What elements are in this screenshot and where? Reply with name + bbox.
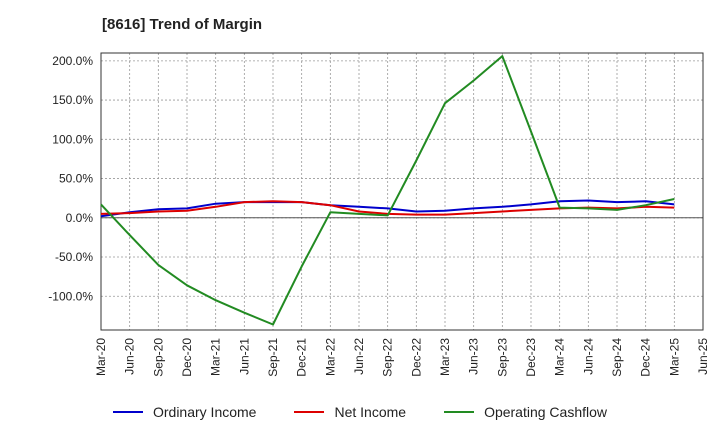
- legend-swatch-operating-cashflow: [444, 411, 475, 413]
- legend-swatch-net-income: [294, 411, 325, 413]
- x-tick-label: Dec-20: [180, 338, 194, 377]
- legend-item-ordinary-income: Ordinary Income: [112, 404, 257, 420]
- legend-label-operating-cashflow: Operating Cashflow: [484, 404, 608, 420]
- y-tick-label: 0.0%: [66, 211, 94, 225]
- y-tick-label: -100.0%: [48, 289, 93, 303]
- x-tick-label: Jun-21: [237, 338, 251, 375]
- x-tick-label: Mar-24: [553, 338, 567, 376]
- x-tick-label: Dec-21: [295, 338, 309, 377]
- x-tick-label: Mar-23: [438, 338, 452, 376]
- x-tick-label: Jun-20: [123, 338, 137, 375]
- x-tick-label: Dec-23: [524, 338, 538, 377]
- x-tick-label: Sep-22: [381, 338, 395, 377]
- x-tick-label: Mar-25: [667, 338, 681, 376]
- x-tick-label: Jun-22: [352, 338, 366, 375]
- series-line-ordinary-income: [100, 199, 675, 218]
- x-tick-label: Mar-20: [94, 338, 108, 376]
- legend-label-net-income: Net Income: [334, 404, 407, 420]
- x-tick-label: Dec-22: [409, 338, 423, 377]
- legend-swatch-ordinary-income: [112, 411, 143, 413]
- y-tick-label: 150.0%: [52, 93, 93, 107]
- x-tick-label: Sep-21: [266, 338, 280, 377]
- y-tick-label: 50.0%: [59, 172, 93, 186]
- x-tick-label: Jun-23: [467, 338, 481, 375]
- x-tick-label: Sep-23: [495, 338, 509, 377]
- chart-title: [8616] Trend of Margin: [102, 16, 263, 33]
- legend-item-operating-cashflow: Operating Cashflow: [444, 404, 607, 420]
- x-tick-label: Jun-25: [696, 338, 710, 375]
- margin-trend-chart: -100.0% -50.0% 0.0% 50.0% 100.0% 150.0% 200.0%…: [48, 52, 710, 377]
- y-tick-label: 200.0%: [52, 54, 93, 68]
- y-tick-label: 100.0%: [52, 132, 93, 146]
- plot-frame: [100, 52, 704, 331]
- x-tick-label: Sep-20: [151, 338, 165, 377]
- x-tick-label: Mar-22: [323, 338, 337, 376]
- x-tick-label: Dec-24: [639, 338, 653, 377]
- legend-item-net-income: Net Income: [294, 404, 406, 420]
- x-tick-label: Mar-21: [209, 338, 223, 376]
- x-tick-label: Jun-24: [581, 338, 595, 375]
- series-line-operating-cashflow: [100, 55, 675, 326]
- chart-legend: Ordinary Income Net Income Operating Cas…: [0, 404, 720, 420]
- legend-label-ordinary-income: Ordinary Income: [152, 404, 257, 420]
- x-tick-label: Sep-24: [610, 338, 624, 377]
- y-tick-label: -50.0%: [55, 250, 93, 264]
